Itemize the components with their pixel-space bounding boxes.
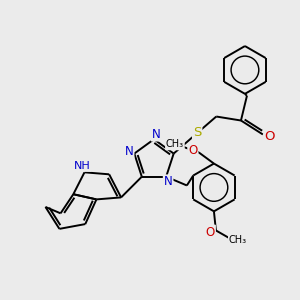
Text: S: S — [193, 126, 201, 140]
Text: CH₃: CH₃ — [166, 140, 184, 149]
Text: CH₃: CH₃ — [229, 235, 247, 245]
Text: NH: NH — [74, 161, 91, 171]
Text: O: O — [188, 144, 197, 157]
Text: O: O — [206, 226, 215, 238]
Text: N: N — [152, 128, 160, 141]
Text: N: N — [125, 145, 134, 158]
Text: N: N — [164, 176, 172, 188]
Text: O: O — [264, 130, 275, 143]
